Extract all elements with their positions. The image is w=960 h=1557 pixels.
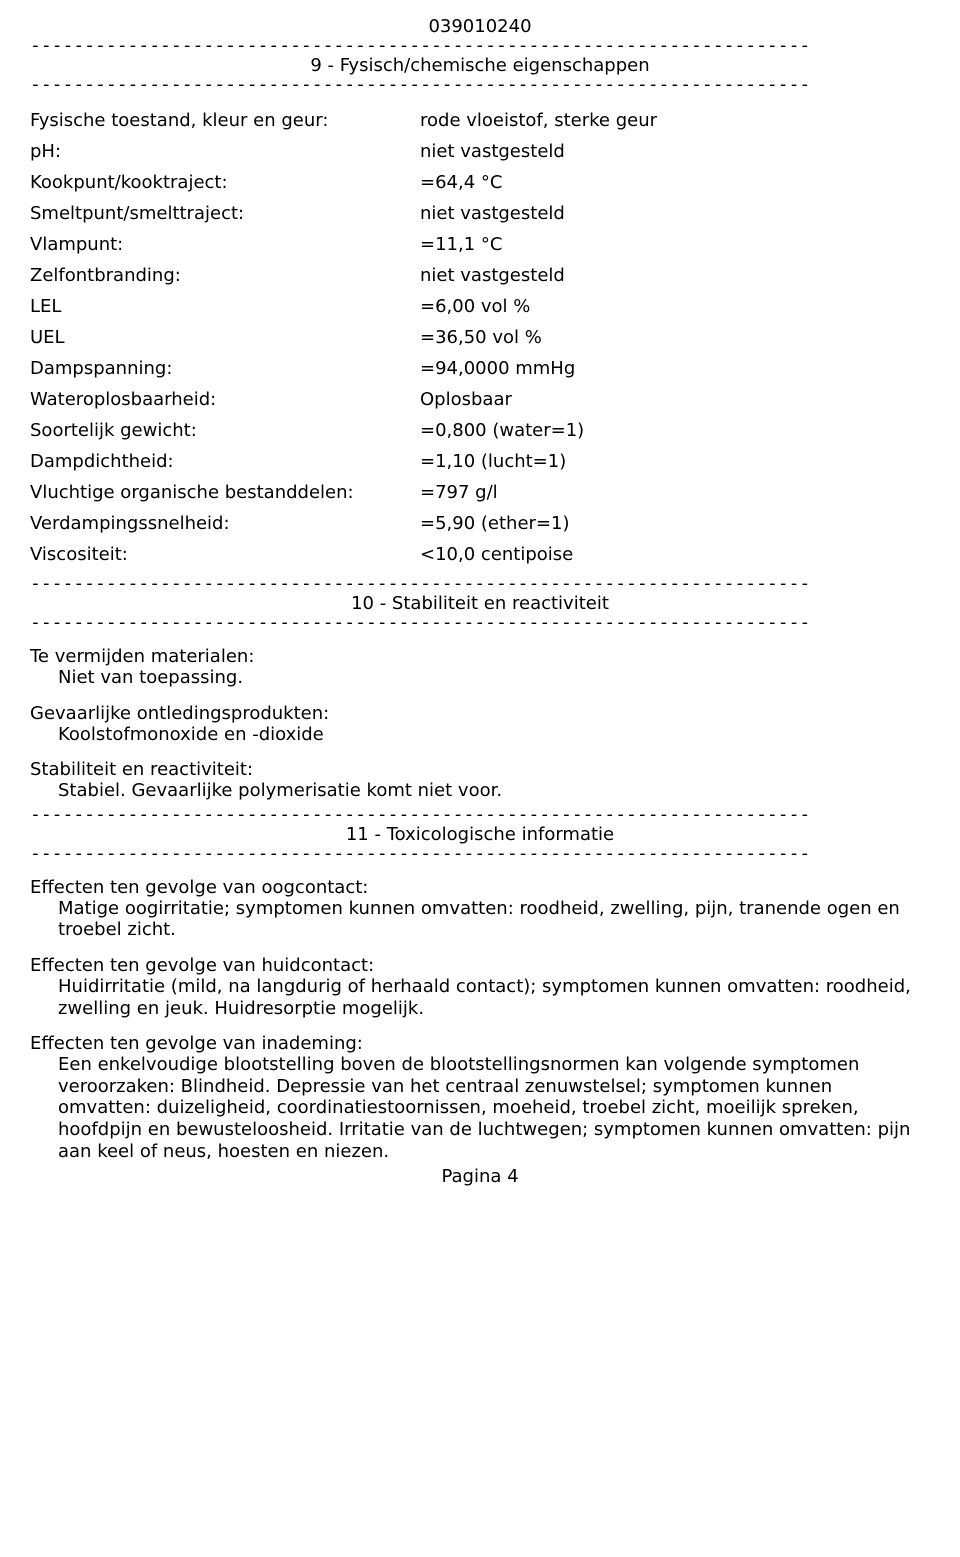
property-key: LEL xyxy=(30,296,420,317)
text-block-body: Niet van toepassing. xyxy=(58,667,930,689)
property-value: <10,0 centipoise xyxy=(420,544,930,565)
property-value: rode vloeistof, sterke geur xyxy=(420,110,930,131)
section-11-title: 11 - Toxicologische informatie xyxy=(30,824,930,845)
property-row: pH:niet vastgesteld xyxy=(30,141,930,162)
divider: ----------------------------------------… xyxy=(30,76,930,94)
property-key: Vlampunt: xyxy=(30,234,420,255)
property-row: Verdampingssnelheid:=5,90 (ether=1) xyxy=(30,513,930,534)
property-row: Fysische toestand, kleur en geur:rode vl… xyxy=(30,110,930,131)
section-10-title: 10 - Stabiliteit en reactiviteit xyxy=(30,593,930,614)
property-key: Zelfontbranding: xyxy=(30,265,420,286)
text-block: Effecten ten gevolge van oogcontact: Mat… xyxy=(30,877,930,941)
text-block: Effecten ten gevolge van inademing: Een … xyxy=(30,1033,930,1162)
property-key: Soortelijk gewicht: xyxy=(30,420,420,441)
text-block-body: Een enkelvoudige blootstelling boven de … xyxy=(58,1054,930,1162)
property-row: Dampspanning:=94,0000 mmHg xyxy=(30,358,930,379)
text-block-title: Te vermijden materialen: xyxy=(30,646,930,667)
divider: ----------------------------------------… xyxy=(30,845,930,863)
document-page: 039010240 ------------------------------… xyxy=(0,0,960,1197)
property-value: =0,800 (water=1) xyxy=(420,420,930,441)
divider: ----------------------------------------… xyxy=(30,37,930,55)
property-row: Vlampunt:=11,1 °C xyxy=(30,234,930,255)
property-key: Dampspanning: xyxy=(30,358,420,379)
text-block-body: Stabiel. Gevaarlijke polymerisatie komt … xyxy=(58,780,930,802)
property-value: niet vastgesteld xyxy=(420,203,930,224)
property-value: =36,50 vol % xyxy=(420,327,930,348)
text-block-body: Koolstofmonoxide en -dioxide xyxy=(58,724,930,746)
property-row: Wateroplosbaarheid:Oplosbaar xyxy=(30,389,930,410)
divider: ----------------------------------------… xyxy=(30,614,930,632)
document-id: 039010240 xyxy=(30,16,930,37)
divider: ----------------------------------------… xyxy=(30,575,930,593)
text-block: Stabiliteit en reactiviteit: Stabiel. Ge… xyxy=(30,759,930,802)
property-value: niet vastgesteld xyxy=(420,141,930,162)
text-block-body: Matige oogirritatie; symptomen kunnen om… xyxy=(58,898,930,941)
text-block-title: Stabiliteit en reactiviteit: xyxy=(30,759,930,780)
text-block-body: Huidirritatie (mild, na langdurig of her… xyxy=(58,976,930,1019)
property-key: Fysische toestand, kleur en geur: xyxy=(30,110,420,131)
text-block: Te vermijden materialen: Niet van toepas… xyxy=(30,646,930,689)
property-row: Viscositeit:<10,0 centipoise xyxy=(30,544,930,565)
property-row: Dampdichtheid:=1,10 (lucht=1) xyxy=(30,451,930,472)
property-row: Kookpunt/kooktraject:=64,4 °C xyxy=(30,172,930,193)
property-value: =1,10 (lucht=1) xyxy=(420,451,930,472)
text-block-title: Effecten ten gevolge van huidcontact: xyxy=(30,955,930,976)
section-9-title: 9 - Fysisch/chemische eigenschappen xyxy=(30,55,930,76)
property-row: Zelfontbranding:niet vastgesteld xyxy=(30,265,930,286)
property-key: pH: xyxy=(30,141,420,162)
text-block: Gevaarlijke ontledingsprodukten: Koolsto… xyxy=(30,703,930,746)
text-block-title: Gevaarlijke ontledingsprodukten: xyxy=(30,703,930,724)
property-row: Smeltpunt/smelttraject:niet vastgesteld xyxy=(30,203,930,224)
property-value: =5,90 (ether=1) xyxy=(420,513,930,534)
section-9-properties: Fysische toestand, kleur en geur:rode vl… xyxy=(30,110,930,565)
property-value: =94,0000 mmHg xyxy=(420,358,930,379)
property-key: Kookpunt/kooktraject: xyxy=(30,172,420,193)
property-key: Wateroplosbaarheid: xyxy=(30,389,420,410)
page-footer: Pagina 4 xyxy=(30,1166,930,1187)
property-value: niet vastgesteld xyxy=(420,265,930,286)
property-row: Soortelijk gewicht:=0,800 (water=1) xyxy=(30,420,930,441)
property-value: =797 g/l xyxy=(420,482,930,503)
property-key: Verdampingssnelheid: xyxy=(30,513,420,534)
property-key: UEL xyxy=(30,327,420,348)
text-block-title: Effecten ten gevolge van inademing: xyxy=(30,1033,930,1054)
property-row: LEL=6,00 vol % xyxy=(30,296,930,317)
text-block-title: Effecten ten gevolge van oogcontact: xyxy=(30,877,930,898)
property-value: =11,1 °C xyxy=(420,234,930,255)
property-key: Dampdichtheid: xyxy=(30,451,420,472)
divider: ----------------------------------------… xyxy=(30,806,930,824)
property-row: Vluchtige organische bestanddelen:=797 g… xyxy=(30,482,930,503)
property-value: =64,4 °C xyxy=(420,172,930,193)
property-value: Oplosbaar xyxy=(420,389,930,410)
property-key: Smeltpunt/smelttraject: xyxy=(30,203,420,224)
property-key: Vluchtige organische bestanddelen: xyxy=(30,482,420,503)
property-row: UEL=36,50 vol % xyxy=(30,327,930,348)
property-key: Viscositeit: xyxy=(30,544,420,565)
property-value: =6,00 vol % xyxy=(420,296,930,317)
text-block: Effecten ten gevolge van huidcontact: Hu… xyxy=(30,955,930,1019)
